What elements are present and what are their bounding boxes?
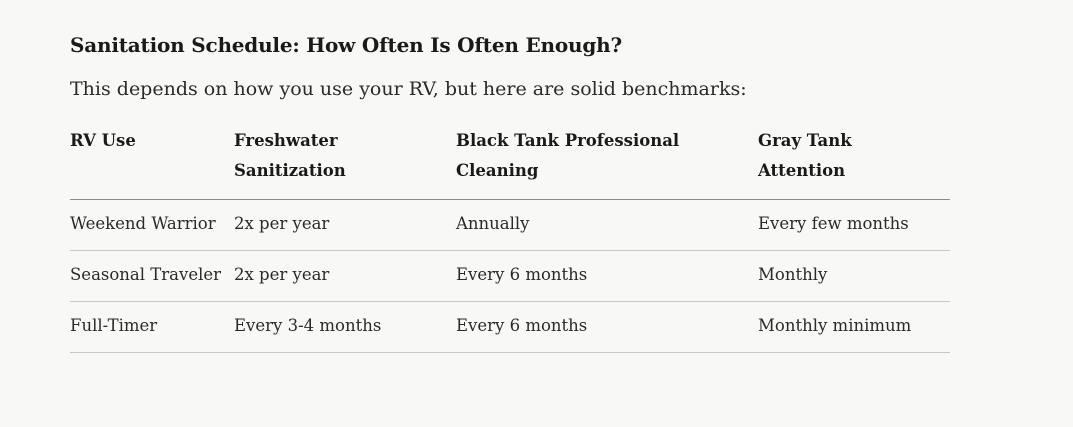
table-cell-gray-tank: Monthly minimum <box>758 316 912 335</box>
table-cell-freshwater: 2x per year <box>234 265 330 284</box>
intro-paragraph: This depends on how you use your RV, but… <box>70 78 747 100</box>
table-header: RV Use Freshwater Sanitization Black Tan… <box>70 126 950 200</box>
table-cell-rv-use: Seasonal Traveler <box>70 265 222 284</box>
table-header-row: RV Use Freshwater Sanitization Black Tan… <box>70 126 950 200</box>
table-cell-freshwater: Every 3-4 months <box>234 316 382 335</box>
sanitation-schedule-table: RV Use Freshwater Sanitization Black Tan… <box>70 126 950 353</box>
table-cell-black-tank: Annually <box>456 214 530 233</box>
table-cell-black-tank: Every 6 months <box>456 265 588 284</box>
column-header-freshwater-sanitization: Freshwater Sanitization <box>234 131 346 180</box>
section-heading: Sanitation Schedule: How Often Is Often … <box>70 33 622 57</box>
article-section: Sanitation Schedule: How Often Is Often … <box>70 30 950 353</box>
table-row: Weekend Warrior 2x per year Annually Eve… <box>70 200 950 251</box>
table-row: Seasonal Traveler 2x per year Every 6 mo… <box>70 251 950 302</box>
table-cell-black-tank: Every 6 months <box>456 316 588 335</box>
column-header-rv-use: RV Use <box>70 131 136 150</box>
table-cell-rv-use: Weekend Warrior <box>70 214 216 233</box>
column-header-black-tank-cleaning: Black Tank Professional Cleaning <box>456 131 680 180</box>
table-cell-freshwater: 2x per year <box>234 214 330 233</box>
table-row: Full-Timer Every 3-4 months Every 6 mont… <box>70 302 950 353</box>
table-cell-rv-use: Full-Timer <box>70 316 158 335</box>
table-cell-gray-tank: Every few months <box>758 214 909 233</box>
table-body: Weekend Warrior 2x per year Annually Eve… <box>70 200 950 353</box>
table-cell-gray-tank: Monthly <box>758 265 828 284</box>
column-header-gray-tank-attention: Gray Tank Attention <box>758 131 852 180</box>
